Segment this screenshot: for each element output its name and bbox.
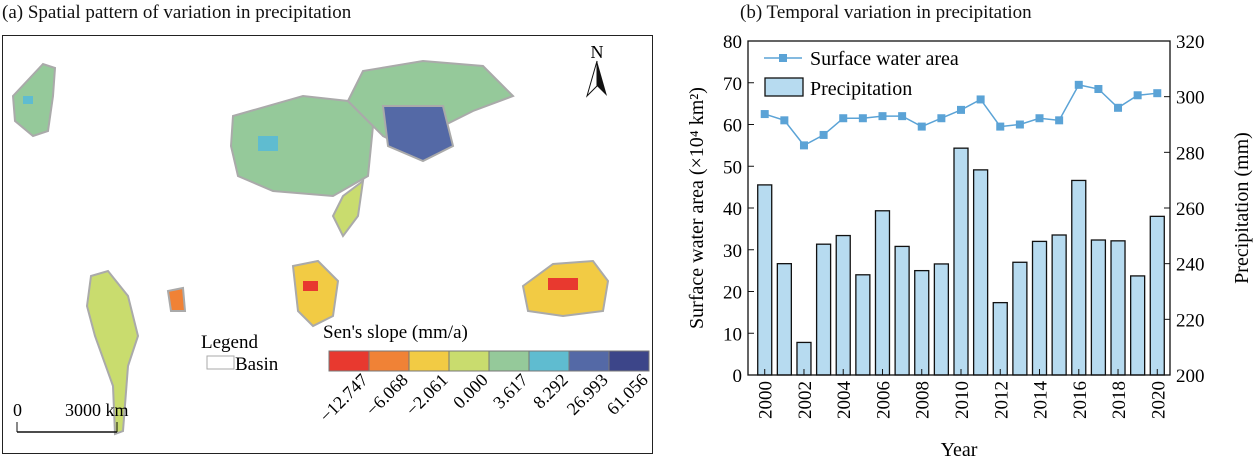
- basin-africa: [291, 259, 340, 328]
- precipitation-bar: [1110, 240, 1126, 376]
- surface-water-marker: [858, 114, 867, 123]
- legend-bar-swatch: [764, 77, 804, 97]
- colorbar-swatch: [608, 350, 650, 372]
- precipitation-bar: [992, 301, 1008, 376]
- surface-water-marker: [1015, 120, 1024, 129]
- precipitation-trend-map: N Legend Basin Sen's slope (mm/a) −12.74…: [2, 35, 653, 454]
- basin-south-asia: [331, 178, 365, 238]
- left-tick-label: 50: [723, 157, 742, 178]
- x-axis-label: Year: [941, 439, 978, 459]
- precipitation-bar: [1071, 179, 1087, 376]
- map-svg: N Legend Basin Sen's slope (mm/a) −12.74…: [11, 42, 652, 436]
- left-tick-label: 60: [723, 116, 742, 137]
- surface-water-marker: [878, 112, 887, 121]
- precipitation-bar: [972, 169, 989, 376]
- scale-label: 3000 km: [65, 400, 129, 420]
- right-tick-label: 200: [1176, 366, 1205, 387]
- surface-water-marker: [1035, 114, 1044, 123]
- colorbar-title: Sen's slope (mm/a): [323, 322, 468, 343]
- surface-water-marker: [1055, 116, 1064, 125]
- surface-water-marker: [917, 122, 926, 131]
- basin-north-america: [11, 62, 57, 138]
- precipitation-bar: [757, 184, 773, 376]
- precipitation-bar: [1130, 275, 1146, 376]
- surface-water-marker: [819, 130, 828, 139]
- precipitation-bar: [1149, 215, 1165, 376]
- x-tick-label: 2000: [756, 381, 777, 419]
- legend-title: Legend: [201, 332, 258, 353]
- precipitation-bar: [835, 234, 851, 376]
- left-tick-label: 80: [723, 32, 742, 53]
- surface-water-marker: [1153, 89, 1162, 98]
- panel-b-title: (b) Temporal variation in precipitation: [740, 2, 1032, 23]
- surface-water-marker: [780, 116, 789, 125]
- right-tick-label: 220: [1176, 310, 1205, 331]
- basin-swatch: [206, 355, 235, 370]
- x-tick-label: 2018: [1109, 381, 1130, 419]
- left-axis-label: Surface water area (×10⁴ km²): [686, 87, 708, 329]
- surface-water-marker: [957, 105, 965, 114]
- panel-a-title: (a) Spatial pattern of variation in prec…: [2, 2, 352, 23]
- svg-text:N: N: [591, 42, 604, 62]
- surface-water-marker: [937, 114, 946, 123]
- x-tick-label: 2008: [913, 381, 934, 419]
- right-axis-label: Precipitation (mm): [1231, 132, 1253, 284]
- right-tick-label: 300: [1176, 88, 1205, 109]
- legend-precipitation: Precipitation: [810, 78, 912, 100]
- precipitation-bar: [855, 274, 871, 376]
- right-tick-label: 260: [1176, 199, 1205, 220]
- x-tick-label: 2010: [952, 381, 973, 419]
- precipitation-bar: [1012, 261, 1028, 376]
- basin-south-america: [85, 269, 140, 436]
- basin-europe-asia: [229, 94, 375, 198]
- right-tick-label: 320: [1176, 32, 1205, 53]
- x-tick-label: 2004: [834, 381, 855, 420]
- surface-water-marker: [1094, 85, 1103, 94]
- north-arrow: N: [585, 42, 607, 98]
- x-tick-label: 2014: [1031, 381, 1052, 420]
- precipitation-bar: [894, 245, 910, 376]
- basin-africa-mid: [166, 286, 187, 312]
- basin-east-asia: [381, 105, 455, 163]
- right-tick-label: 240: [1176, 255, 1205, 276]
- surface-water-marker: [1133, 91, 1142, 100]
- precipitation-bar: [1031, 240, 1048, 376]
- surface-water-marker: [1074, 80, 1083, 89]
- left-tick-label: 30: [723, 241, 742, 262]
- surface-water-marker: [898, 112, 907, 121]
- precipitation-bar: [1051, 234, 1067, 376]
- surface-water-marker: [996, 122, 1005, 131]
- precipitation-bar: [953, 147, 969, 376]
- legend-basin-label: Basin: [235, 354, 279, 375]
- left-tick-label: 0: [733, 366, 743, 387]
- surface-water-marker: [799, 141, 808, 150]
- surface-water-marker: [976, 95, 985, 104]
- left-tick-label: 40: [723, 199, 742, 220]
- precipitation-bar: [776, 263, 792, 376]
- x-tick-label: 2002: [795, 381, 816, 419]
- precipitation-bar: [914, 269, 930, 376]
- left-tick-label: 20: [723, 283, 742, 304]
- scale-zero: 0: [13, 400, 22, 420]
- precipitation-bar: [815, 243, 832, 376]
- left-tick-label: 10: [723, 324, 742, 345]
- surface-water-marker: [839, 114, 848, 123]
- surface-water-marker: [1114, 103, 1123, 112]
- x-tick-label: 2016: [1070, 381, 1091, 419]
- right-tick-label: 280: [1176, 143, 1205, 164]
- x-tick-label: 2020: [1148, 381, 1169, 419]
- precipitation-bar: [933, 263, 950, 376]
- left-tick-label: 70: [723, 74, 742, 95]
- x-tick-label: 2006: [873, 381, 894, 419]
- x-tick-label: 2012: [991, 381, 1012, 419]
- precipitation-bar: [874, 210, 891, 376]
- surface-water-marker: [760, 110, 769, 119]
- legend-marker-swatch: [779, 54, 787, 62]
- precipitation-bar: [1090, 239, 1107, 376]
- legend-surface-water: Surface water area: [810, 48, 959, 70]
